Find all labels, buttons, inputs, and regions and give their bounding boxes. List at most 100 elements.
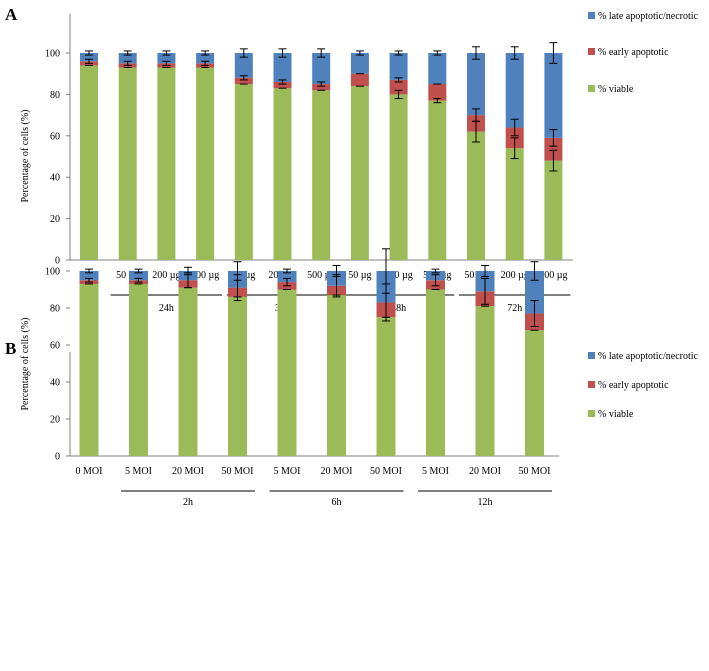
group-label: 72h bbox=[507, 303, 522, 314]
legend-swatch-early bbox=[588, 48, 595, 55]
x-tick-label: 5 MOI bbox=[274, 466, 301, 477]
bar-viable bbox=[467, 131, 485, 260]
legend-swatch-viable bbox=[588, 410, 595, 417]
bar-late bbox=[544, 53, 563, 138]
bar-viable bbox=[312, 90, 331, 260]
bar-late bbox=[129, 271, 148, 281]
group-label: 6h bbox=[332, 497, 342, 508]
bar-viable bbox=[196, 67, 215, 261]
bar-viable bbox=[234, 84, 253, 260]
y-tick-label: 100 bbox=[45, 267, 60, 278]
x-tick-label: 50 µg bbox=[116, 270, 139, 281]
bar-early bbox=[389, 79, 408, 95]
bar-viable bbox=[505, 148, 524, 260]
panel-label: A bbox=[5, 5, 18, 24]
bar-early bbox=[544, 137, 563, 161]
y-tick-label: 60 bbox=[50, 341, 60, 352]
bar-viable bbox=[129, 283, 148, 456]
x-tick-label: 0 MOI bbox=[76, 466, 103, 477]
group-label: 12h bbox=[478, 497, 493, 508]
bar-viable bbox=[178, 287, 198, 456]
bar-late bbox=[428, 53, 447, 85]
bar-viable bbox=[273, 88, 292, 260]
y-tick-label: 60 bbox=[50, 131, 60, 142]
x-tick-label: 500 µg bbox=[307, 270, 335, 281]
bar-late bbox=[196, 53, 215, 64]
bar-viable bbox=[544, 160, 563, 260]
y-axis-title: Percentage of cells (%) bbox=[20, 317, 31, 410]
bar-viable bbox=[277, 289, 297, 456]
bar-viable bbox=[228, 296, 247, 456]
legend-label-late: % late apoptotic/necrotic bbox=[598, 351, 699, 362]
legend-label-late: % late apoptotic/necrotic bbox=[598, 11, 699, 22]
bar-late bbox=[505, 53, 524, 128]
bar-viable bbox=[525, 330, 544, 456]
bar-early bbox=[428, 84, 447, 101]
y-tick-label: 40 bbox=[50, 378, 60, 389]
group-label: 24h bbox=[159, 303, 174, 314]
group-label: 2h bbox=[183, 497, 193, 508]
bar-viable bbox=[79, 283, 99, 456]
x-tick-label: 50 MOI bbox=[370, 466, 402, 477]
bar-late bbox=[234, 53, 253, 78]
y-tick-label: 0 bbox=[55, 452, 60, 463]
x-tick-label: 50 µg bbox=[348, 270, 371, 281]
bar-early bbox=[273, 81, 292, 89]
x-tick-label: 20 MOI bbox=[469, 466, 501, 477]
bar-viable bbox=[376, 317, 396, 456]
bar-viable bbox=[80, 65, 98, 260]
bar-early bbox=[350, 73, 369, 87]
x-tick-label: 200 µg bbox=[501, 270, 529, 281]
bar-viable bbox=[118, 67, 137, 261]
y-tick-label: 100 bbox=[45, 49, 60, 60]
x-tick-label: 5 MOI bbox=[125, 466, 152, 477]
panel-label: B bbox=[5, 339, 16, 358]
x-tick-label: 50 MOI bbox=[222, 466, 254, 477]
bar-viable bbox=[327, 295, 346, 456]
x-tick-label: 200 µg bbox=[384, 270, 412, 281]
x-tick-label: 50 MOI bbox=[519, 466, 551, 477]
x-tick-label: 20 MOI bbox=[172, 466, 204, 477]
bar-late bbox=[80, 53, 98, 62]
bar-viable bbox=[350, 86, 369, 261]
bar-late bbox=[157, 53, 176, 64]
bar-late bbox=[273, 53, 292, 82]
bar-late bbox=[389, 53, 408, 80]
y-tick-label: 80 bbox=[50, 90, 60, 101]
bar-viable bbox=[426, 289, 445, 456]
bar-late bbox=[467, 53, 485, 116]
bar-viable bbox=[389, 94, 408, 261]
y-tick-label: 20 bbox=[50, 214, 60, 225]
bar-early bbox=[234, 77, 253, 85]
legend-label-viable: % viable bbox=[598, 84, 634, 95]
bar-late bbox=[350, 53, 369, 74]
bar-viable bbox=[428, 100, 447, 260]
y-tick-label: 80 bbox=[50, 304, 60, 315]
y-tick-label: 20 bbox=[50, 415, 60, 426]
y-tick-label: 0 bbox=[55, 256, 60, 267]
y-tick-label: 40 bbox=[50, 173, 60, 184]
x-tick-label: 200 µg bbox=[152, 270, 180, 281]
bar-viable bbox=[157, 67, 176, 261]
bar-early bbox=[312, 84, 331, 91]
x-tick-label: 500 µg bbox=[539, 270, 567, 281]
bar-late bbox=[118, 53, 137, 64]
bar-late bbox=[525, 271, 544, 314]
y-axis-title: Percentage of cells (%) bbox=[20, 109, 31, 202]
x-tick-label: 5 MOI bbox=[422, 466, 449, 477]
legend-swatch-late bbox=[588, 12, 595, 19]
bar-late bbox=[312, 53, 331, 85]
legend-label-viable: % viable bbox=[598, 409, 634, 420]
legend-label-early: % early apoptotic bbox=[598, 47, 669, 58]
legend-swatch-early bbox=[588, 381, 595, 388]
legend-swatch-late bbox=[588, 352, 595, 359]
bar-late bbox=[277, 271, 297, 283]
bar-late bbox=[79, 271, 99, 281]
x-tick-label: 500 µg bbox=[191, 270, 219, 281]
x-tick-label: 20 MOI bbox=[321, 466, 353, 477]
group-label: 48h bbox=[391, 303, 406, 314]
chart-panel-b: B 0 20 40 60 80 100 Percentage of cells (%) 0 MO… bbox=[5, 248, 699, 508]
bar-viable bbox=[475, 306, 495, 456]
